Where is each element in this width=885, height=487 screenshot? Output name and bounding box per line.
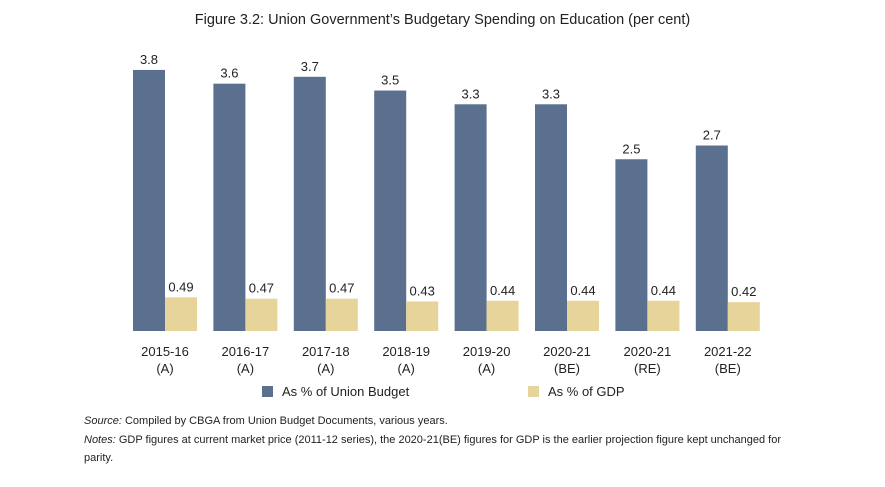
data-label: 3.8 <box>140 52 158 67</box>
data-label: 2.7 <box>703 128 721 143</box>
legend-label: As % of GDP <box>548 384 625 399</box>
data-label: 0.47 <box>329 281 354 296</box>
data-label: 3.7 <box>301 59 319 74</box>
bar-gdp <box>647 300 680 331</box>
bar-budget <box>213 83 246 332</box>
x-tick-label: 2015-16 <box>141 344 189 359</box>
x-tick-label: (A) <box>156 361 173 376</box>
x-tick-label: (A) <box>237 361 254 376</box>
legend-label: As % of Union Budget <box>282 384 410 399</box>
source-note: Source: Compiled by CBGA from Union Budg… <box>84 412 804 430</box>
x-tick-label: 2016-17 <box>222 344 270 359</box>
bar-gdp <box>406 301 439 331</box>
data-label: 0.44 <box>490 283 515 298</box>
legend-swatch <box>262 386 273 397</box>
data-label: 3.6 <box>220 66 238 81</box>
data-label: 0.49 <box>168 279 193 294</box>
data-label: 0.43 <box>410 283 435 298</box>
bar-budget <box>454 104 487 331</box>
data-label: 3.3 <box>462 86 480 101</box>
notes-text: GDP figures at current market price (201… <box>84 434 782 464</box>
x-tick-label: 2021-22 <box>704 344 752 359</box>
x-tick-label: (BE) <box>554 361 580 376</box>
x-tick-label: (BE) <box>715 361 741 376</box>
legend-swatch <box>528 386 539 397</box>
bar-budget <box>535 104 567 331</box>
x-tick-label: 2018-19 <box>382 344 430 359</box>
bar-gdp <box>486 300 519 331</box>
x-tick-label: 2020-21 <box>624 344 672 359</box>
bar-budget <box>133 69 165 331</box>
data-label: 0.44 <box>651 283 676 298</box>
x-tick-label: (A) <box>398 361 415 376</box>
data-label: 2.5 <box>622 141 640 156</box>
bar-budget <box>374 90 407 331</box>
bar-gdp <box>567 300 599 331</box>
x-tick-label: 2019-20 <box>463 344 511 359</box>
source-text: Compiled by CBGA from Union Budget Docum… <box>121 415 448 427</box>
chart-title: Figure 3.2: Union Government’s Budgetary… <box>194 12 691 28</box>
bar-gdp <box>245 298 278 331</box>
data-label: 3.5 <box>381 73 399 88</box>
notes: Notes: GDP figures at current market pri… <box>84 431 804 467</box>
x-tick-label: (RE) <box>634 361 661 376</box>
bar-chart: 3.8 0.49 2015-16 (A) 3.6 0.47 2016-17 (A) 3.7 0.4… <box>133 52 760 399</box>
data-label: 0.44 <box>570 283 595 298</box>
data-label: 0.47 <box>249 281 274 296</box>
bar-budget <box>695 145 728 331</box>
x-tick-label: 2017-18 <box>302 344 350 359</box>
bar-gdp <box>325 298 358 331</box>
data-label: 0.42 <box>731 284 756 299</box>
bar-gdp <box>165 297 197 331</box>
notes-label: Notes: <box>84 434 116 446</box>
data-label: 3.3 <box>542 86 560 101</box>
bar-gdp <box>727 302 760 331</box>
bar-budget <box>293 76 326 331</box>
x-tick-label: 2020-21 <box>543 344 591 359</box>
x-tick-label: (A) <box>478 361 495 376</box>
source-label: Source: <box>84 415 122 427</box>
bar-budget <box>615 159 648 331</box>
x-tick-label: (A) <box>317 361 334 376</box>
